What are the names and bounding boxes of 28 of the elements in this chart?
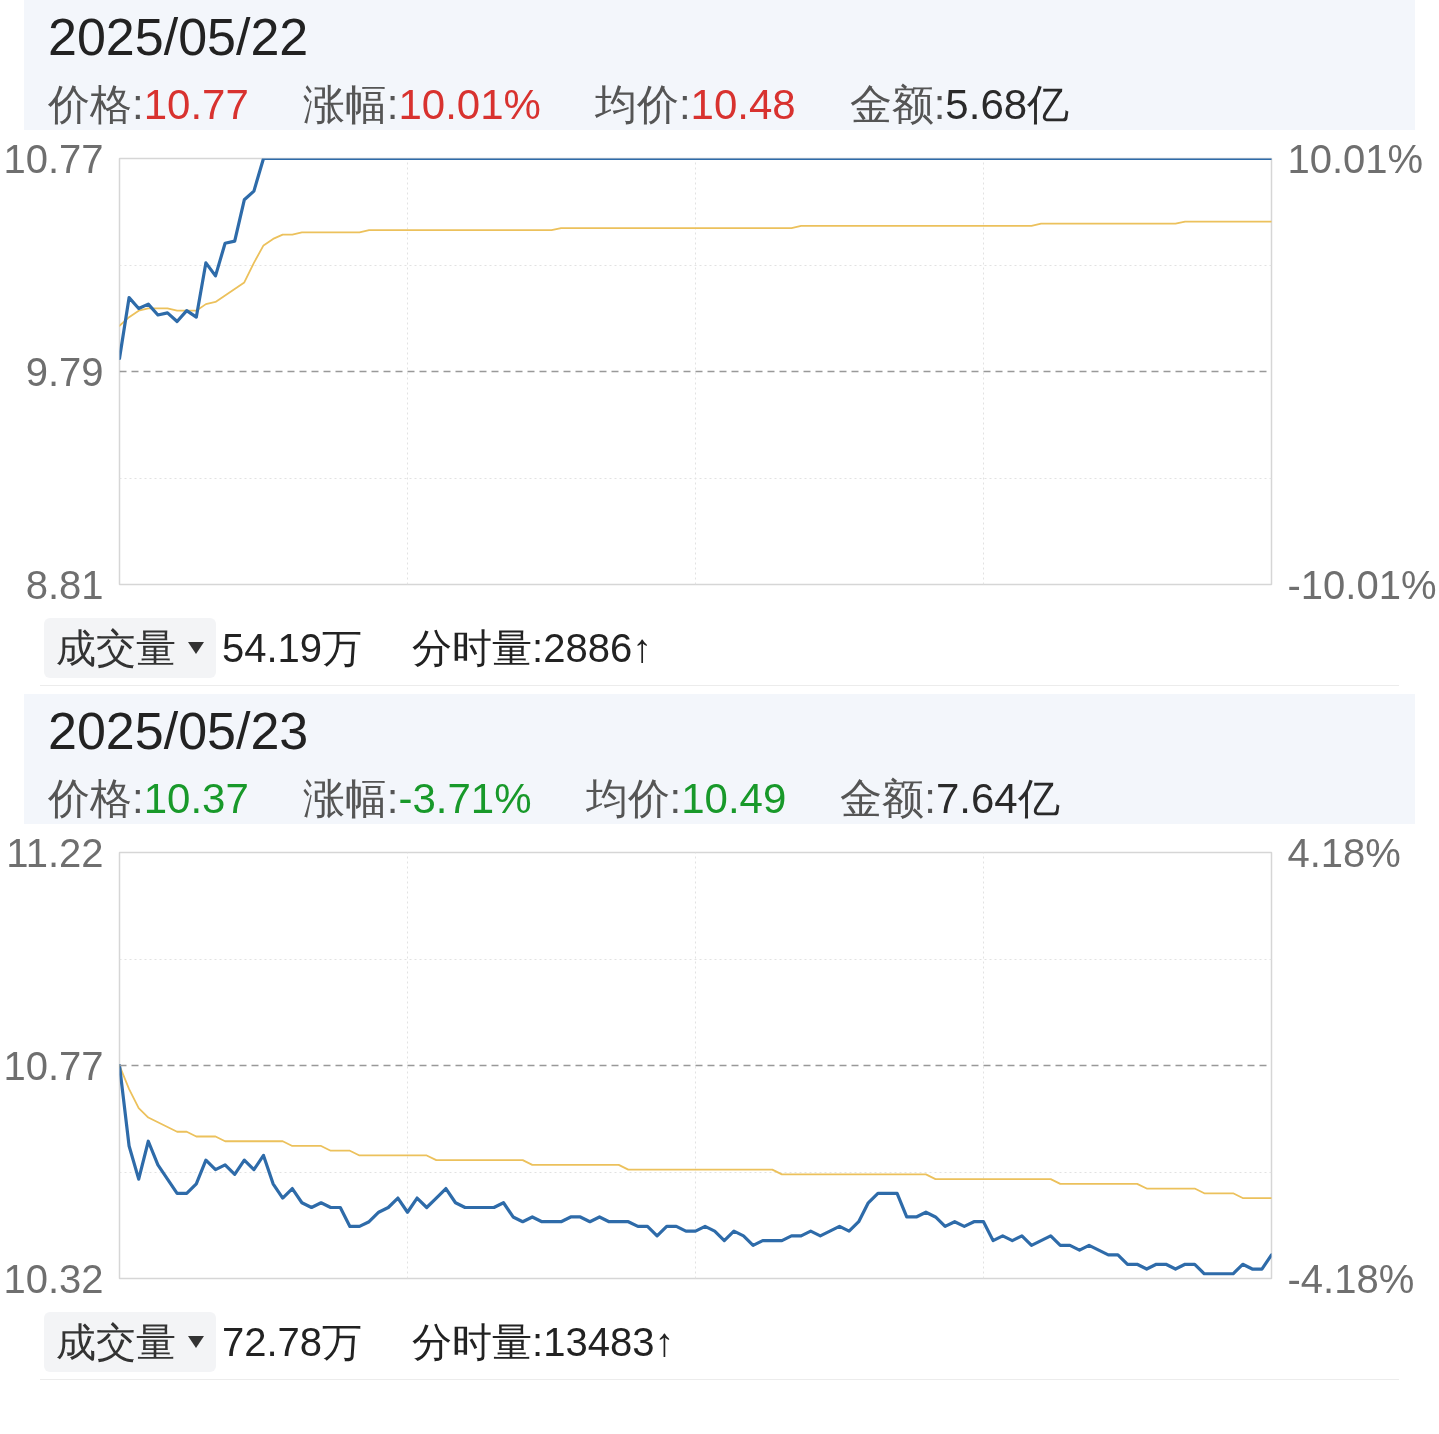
ref-line-label: 9.79 [25, 349, 104, 394]
y2-tick-label: -10.01% [1287, 562, 1437, 607]
line-series [119, 220, 1272, 327]
text: 72.78万 [222, 1318, 363, 1366]
line-series [119, 158, 1272, 361]
line-series [119, 1063, 1272, 1276]
y-tick-label: 10.77 [3, 136, 104, 181]
text: 涨幅:-3.71% [302, 775, 532, 822]
text: 金额:5.68亿 [849, 81, 1070, 128]
text: 分时量:13483↑ [412, 1318, 675, 1366]
text: 均价:10.48 [594, 81, 796, 128]
text: 金额:7.64亿 [840, 775, 1060, 822]
y-tick-label: 10.32 [3, 1256, 104, 1301]
text: 54.19万 [222, 624, 363, 672]
y2-tick-label: -4.18% [1287, 1256, 1415, 1301]
text: 价格:10.77 [48, 81, 249, 128]
dropdown: 成交量 [44, 617, 216, 678]
text: 分时量:2886↑ [412, 624, 653, 672]
chart-title: 2025/05/22 [48, 7, 310, 68]
y2-tick-label: 10.01% [1287, 136, 1424, 181]
dropdown: 成交量 [44, 1311, 216, 1372]
y-tick-label: 8.81 [25, 562, 104, 607]
text: 均价:10.49 [585, 775, 787, 822]
text: 涨幅:10.01% [302, 81, 541, 128]
y2-tick-label: 4.18% [1287, 830, 1401, 875]
text: 价格:10.37 [48, 775, 249, 822]
chart-title: 2025/05/23 [48, 701, 310, 762]
y-tick-label: 11.22 [6, 830, 104, 875]
